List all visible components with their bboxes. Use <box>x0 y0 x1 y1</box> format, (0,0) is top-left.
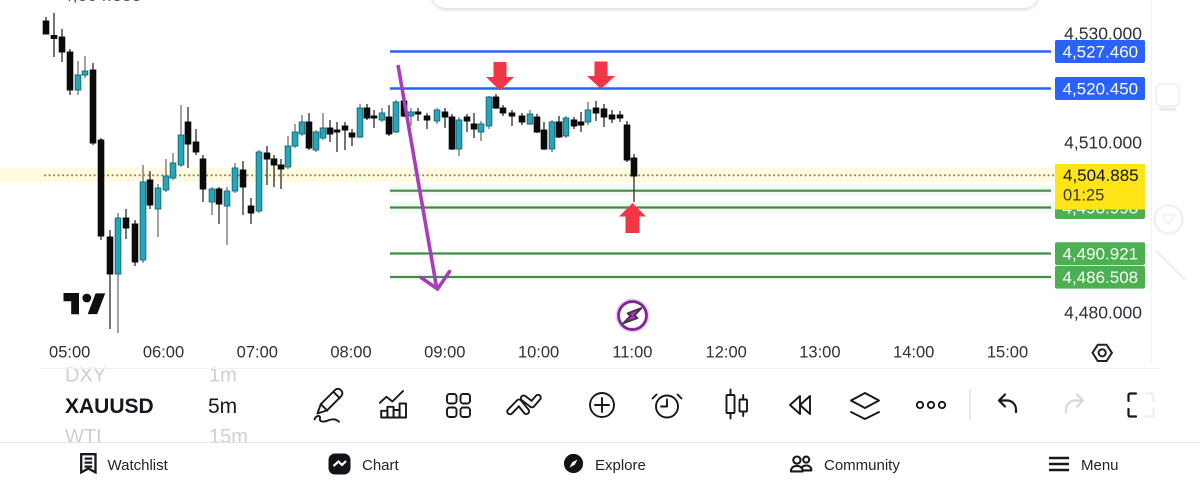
svg-text:08:00: 08:00 <box>330 344 371 362</box>
svg-text:4,520.450: 4,520.450 <box>1063 80 1139 99</box>
svg-text:01:25: 01:25 <box>1063 187 1104 205</box>
svg-text:10:00: 10:00 <box>518 344 559 362</box>
svg-text:4,527.460: 4,527.460 <box>1063 43 1139 62</box>
svg-text:4,480.000: 4,480.000 <box>1064 303 1142 323</box>
svg-text:06:00: 06:00 <box>143 344 184 362</box>
svg-text:15m: 15m <box>209 426 248 443</box>
svg-text:4,486.508: 4,486.508 <box>1063 268 1139 287</box>
svg-text:1m: 1m <box>209 365 237 387</box>
svg-text:05:00: 05:00 <box>49 344 90 362</box>
svg-text:13:00: 13:00 <box>799 344 840 362</box>
svg-text:4,530.000: 4,530.000 <box>1064 24 1142 44</box>
svg-text:4,490.921: 4,490.921 <box>1063 245 1139 264</box>
svg-text:09:00: 09:00 <box>424 344 465 362</box>
svg-text:15:00: 15:00 <box>987 344 1028 362</box>
svg-text:12:00: 12:00 <box>706 344 747 362</box>
svg-text:5m: 5m <box>208 395 237 418</box>
svg-text:WTI: WTI <box>65 426 102 443</box>
svg-text:07:00: 07:00 <box>237 344 278 362</box>
svg-text:XAUUSD: XAUUSD <box>65 395 154 418</box>
svg-text:4,504.885: 4,504.885 <box>1063 166 1139 185</box>
svg-text:11:00: 11:00 <box>612 344 652 362</box>
svg-text:DXY: DXY <box>65 365 106 387</box>
svg-text:4,510.000: 4,510.000 <box>1064 133 1142 153</box>
svg-text:14:00: 14:00 <box>893 344 934 362</box>
